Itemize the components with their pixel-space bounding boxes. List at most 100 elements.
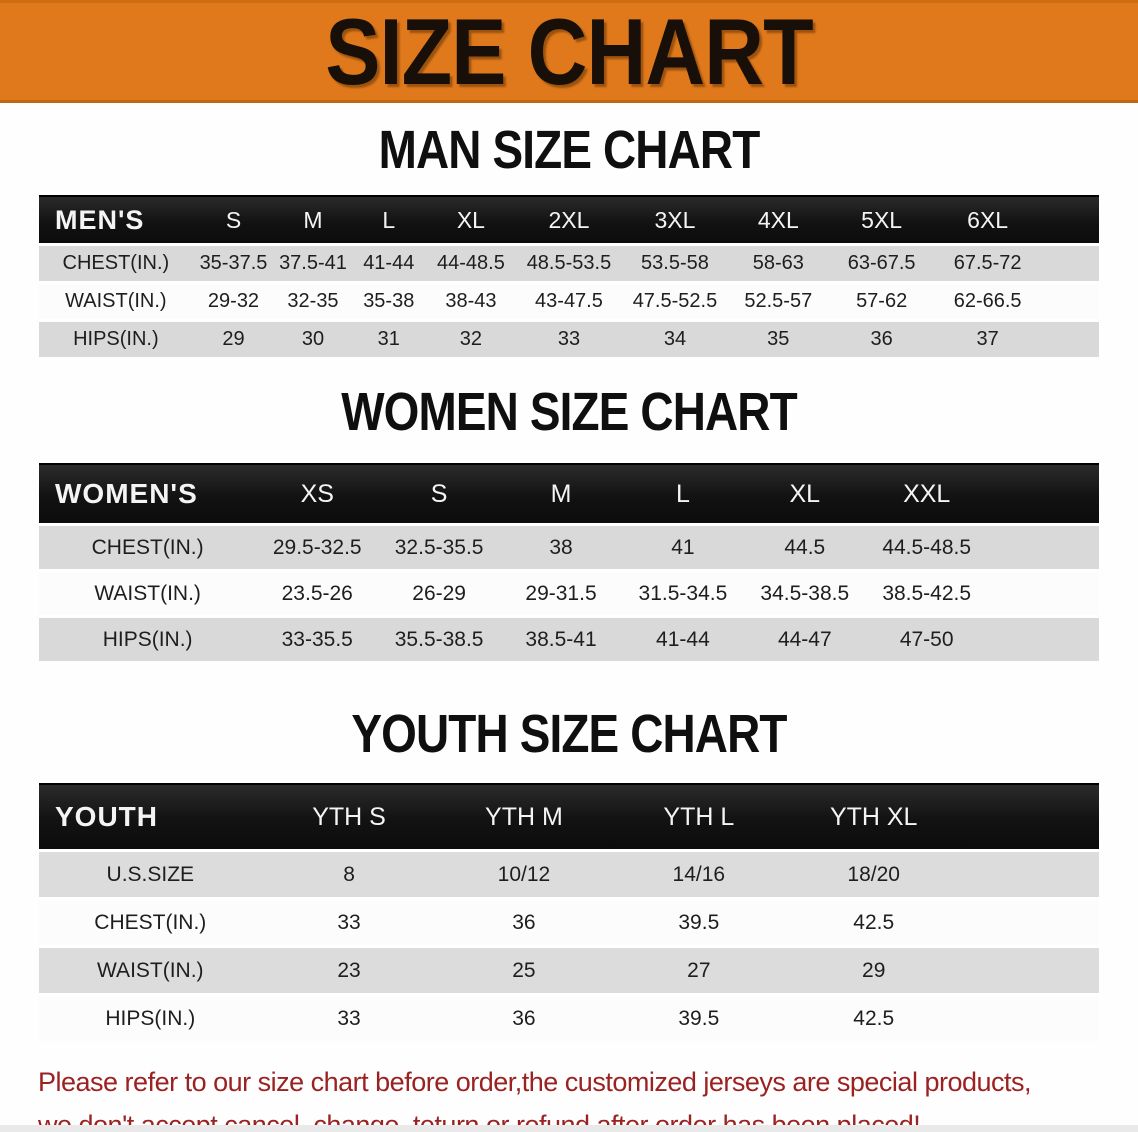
size-column-header: L bbox=[621, 463, 744, 526]
size-value-cell: 35.5-38.5 bbox=[394, 627, 484, 651]
youth-table-head: YOUTH YTH S YTH M YTH L YTH XL bbox=[39, 783, 1099, 852]
disclaimer-line-1: Please refer to our size chart before or… bbox=[38, 1067, 1032, 1097]
size-value-cell: 33 bbox=[557, 328, 581, 350]
row-label-cell: WAIST(IN.) bbox=[97, 958, 204, 982]
size-value-cell: 44-47 bbox=[777, 627, 832, 651]
table-row: WAIST(IN.) 29-32 32-35 35-38 38-43 43-47.5 47.… bbox=[39, 282, 1099, 321]
size-column-header: 4XL bbox=[727, 195, 829, 246]
table-title-cell: MEN'S bbox=[39, 195, 193, 246]
size-value-cell: 32.5-35.5 bbox=[394, 535, 484, 559]
size-column-header: S bbox=[192, 195, 275, 246]
row-label-cell: WAIST(IN.) bbox=[94, 581, 201, 605]
size-value-cell: 38 bbox=[549, 535, 573, 559]
table-row: U.S.SIZE 8 10/12 14/16 18/20 bbox=[39, 850, 1099, 899]
men-size-table: MEN'S S M L XL 2XL 3XL 4XL 5XL 6XL CHEST(IN.) 35-3… bbox=[39, 195, 1099, 357]
size-value-cell: 29-32 bbox=[207, 290, 260, 312]
size-value-cell: 18/20 bbox=[847, 862, 900, 886]
size-value-cell: 10/12 bbox=[497, 862, 551, 886]
size-value-cell: 62-66.5 bbox=[953, 290, 1022, 312]
size-value-cell: 42.5 bbox=[853, 1006, 895, 1030]
spacer-cell bbox=[1041, 321, 1099, 358]
table-row: CHEST(IN.) 29.5-32.5 32.5-35.5 38 41 44.5 44.5… bbox=[39, 524, 1099, 571]
spacer-cell bbox=[1040, 195, 1099, 246]
size-value-cell: 38.5-42.5 bbox=[882, 581, 972, 605]
row-label-cell: HIPS(IN.) bbox=[102, 627, 193, 651]
size-column-header: XL bbox=[425, 195, 516, 246]
size-value-cell: 14/16 bbox=[672, 862, 726, 886]
table-header-row: WOMEN'S XS S M L XL XXL bbox=[39, 463, 1099, 526]
size-column-header: XXL bbox=[865, 463, 988, 526]
size-value-cell: 29.5-32.5 bbox=[272, 535, 362, 559]
women-table-head: WOMEN'S XS S M L XL XXL bbox=[39, 463, 1099, 526]
size-value-cell: 27 bbox=[687, 958, 711, 982]
table-title-cell: YOUTH bbox=[39, 783, 262, 852]
size-value-cell: 8 bbox=[343, 862, 355, 886]
size-value-cell: 47-50 bbox=[899, 627, 954, 651]
size-column-header: XS bbox=[256, 463, 379, 526]
youth-table-body: U.S.SIZE 8 10/12 14/16 18/20 CHEST(IN.) 33 36 39… bbox=[39, 850, 1099, 1042]
men-section: MAN SIZE CHART MEN'S S M L XL 2XL 3XL 4XL 5XL 6XL… bbox=[0, 123, 1138, 357]
table-row: WAIST(IN.) 23.5-26 26-29 29-31.5 31.5-34.5 34… bbox=[39, 570, 1099, 617]
size-column-header: L bbox=[351, 195, 426, 246]
size-value-cell: 29 bbox=[862, 958, 886, 982]
size-column-header: 2XL bbox=[515, 195, 622, 246]
men-table-body: CHEST(IN.) 35-37.5 37.5-41 41-44 44-48.5 48.5… bbox=[39, 244, 1099, 358]
size-value-cell: 37.5-41 bbox=[279, 252, 347, 274]
size-value-cell: 25 bbox=[512, 958, 536, 982]
size-column-header: M bbox=[500, 463, 622, 526]
bottom-strip bbox=[0, 1125, 1138, 1132]
size-column-header: 6XL bbox=[934, 195, 1041, 246]
spacer-cell bbox=[961, 899, 1099, 947]
size-value-cell: 34 bbox=[663, 328, 687, 350]
size-value-cell: 35-38 bbox=[363, 290, 415, 312]
spacer-cell bbox=[961, 851, 1099, 899]
women-table-body: CHEST(IN.) 29.5-32.5 32.5-35.5 38 41 44.5 44.5… bbox=[39, 524, 1099, 662]
table-row: HIPS(IN.) 33 36 39.5 42.5 bbox=[39, 994, 1099, 1042]
spacer-cell bbox=[988, 525, 1099, 571]
size-value-cell: 52.5-57 bbox=[744, 290, 813, 312]
youth-section: YOUTH SIZE CHART YOUTH YTH S YTH M YTH L YTH… bbox=[0, 704, 1138, 1042]
size-value-cell: 33 bbox=[337, 910, 361, 934]
table-title-cell: WOMEN'S bbox=[39, 463, 257, 526]
table-row: HIPS(IN.) 33-35.5 35.5-38.5 38.5-41 41-44 44-… bbox=[39, 616, 1099, 662]
size-value-cell: 23.5-26 bbox=[281, 581, 353, 605]
spacer-cell bbox=[1041, 245, 1099, 283]
women-size-table: WOMEN'S XS S M L XL XXL CHEST(IN.) 29.5-32.5 32.… bbox=[39, 463, 1099, 661]
row-label-cell: U.S.SIZE bbox=[106, 862, 195, 886]
size-value-cell: 38-43 bbox=[445, 290, 497, 312]
size-value-cell: 23 bbox=[337, 958, 361, 982]
youth-section-heading: YOUTH SIZE CHART bbox=[351, 704, 787, 764]
spacer-cell bbox=[988, 617, 1099, 662]
spacer-cell bbox=[987, 463, 1099, 526]
size-value-cell: 36 bbox=[512, 1006, 536, 1030]
size-value-cell: 44.5 bbox=[784, 535, 826, 559]
women-section-heading: WOMEN SIZE CHART bbox=[341, 382, 797, 442]
size-column-header: YTH XL bbox=[786, 783, 962, 852]
row-label-cell: HIPS(IN.) bbox=[73, 328, 159, 350]
row-label-cell: WAIST(IN.) bbox=[65, 290, 167, 312]
size-value-cell: 53.5-58 bbox=[641, 252, 709, 274]
size-value-cell: 35-37.5 bbox=[199, 252, 268, 274]
women-section: WOMEN SIZE CHART WOMEN'S XS S M L XL XXL CHEST… bbox=[0, 382, 1138, 661]
banner: SIZE CHART bbox=[0, 0, 1138, 103]
size-value-cell: 63-67.5 bbox=[847, 252, 916, 274]
size-column-header: YTH M bbox=[436, 783, 612, 852]
spacer-cell bbox=[961, 947, 1099, 995]
spacer-cell bbox=[1041, 283, 1099, 321]
size-value-cell: 36 bbox=[512, 910, 536, 934]
size-value-cell: 39.5 bbox=[678, 910, 720, 934]
row-label-cell: HIPS(IN.) bbox=[105, 1006, 196, 1030]
table-row: WAIST(IN.) 23 25 27 29 bbox=[39, 946, 1099, 995]
size-value-cell: 32 bbox=[459, 328, 483, 350]
size-column-header: YTH L bbox=[611, 783, 787, 852]
size-column-header: 3XL bbox=[621, 195, 728, 246]
table-row: CHEST(IN.) 33 36 39.5 42.5 bbox=[39, 898, 1099, 947]
size-value-cell: 29-31.5 bbox=[525, 581, 597, 605]
table-header-row: MEN'S S M L XL 2XL 3XL 4XL 5XL 6XL bbox=[39, 195, 1099, 246]
disclaimer: Please refer to our size chart before or… bbox=[38, 1061, 1100, 1132]
size-value-cell: 57-62 bbox=[856, 290, 908, 312]
spacer-cell bbox=[961, 995, 1099, 1042]
size-value-cell: 31.5-34.5 bbox=[638, 581, 728, 605]
table-row: HIPS(IN.) 29 30 31 32 33 34 35 36 37 bbox=[39, 320, 1099, 358]
